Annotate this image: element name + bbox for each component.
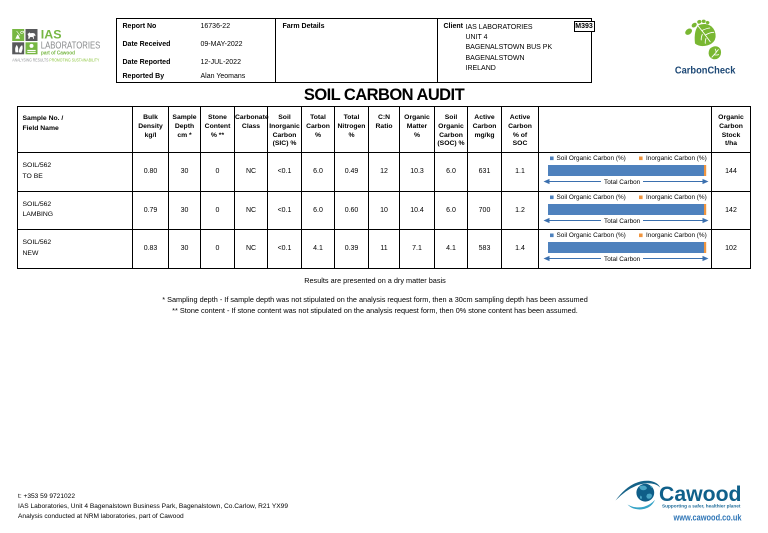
svg-text:CarbonCheck: CarbonCheck [675,66,736,77]
svg-text:Inorganic Carbon (%): Inorganic Carbon (%) [646,194,707,201]
svg-text:Total Carbon: Total Carbon [604,256,641,263]
svg-text:IAS: IAS [41,28,62,42]
svg-text:part of Cawood: part of Cawood [41,50,75,56]
svg-text:ANALYSING RESULTS PROMOTING SU: ANALYSING RESULTS PROMOTING SUSTAINABILI… [12,57,100,63]
svg-text:Supporting a safer, healthier: Supporting a safer, healthier planet [662,504,741,509]
svg-text:www.cawood.co.uk: www.cawood.co.uk [673,513,742,523]
svg-text:Total Carbon: Total Carbon [604,179,641,186]
svg-text:LABORATORIES: LABORATORIES [41,41,101,52]
svg-text:Total Carbon: Total Carbon [604,218,641,225]
svg-text:Soil Organic Carbon (%): Soil Organic Carbon (%) [557,155,626,162]
svg-text:Inorganic Carbon (%): Inorganic Carbon (%) [646,232,707,239]
svg-text:Soil Organic Carbon (%): Soil Organic Carbon (%) [557,194,626,201]
svg-text:Cawood: Cawood [659,482,742,506]
svg-text:Inorganic Carbon (%): Inorganic Carbon (%) [646,155,707,162]
svg-text:Soil Organic Carbon (%): Soil Organic Carbon (%) [557,232,626,239]
